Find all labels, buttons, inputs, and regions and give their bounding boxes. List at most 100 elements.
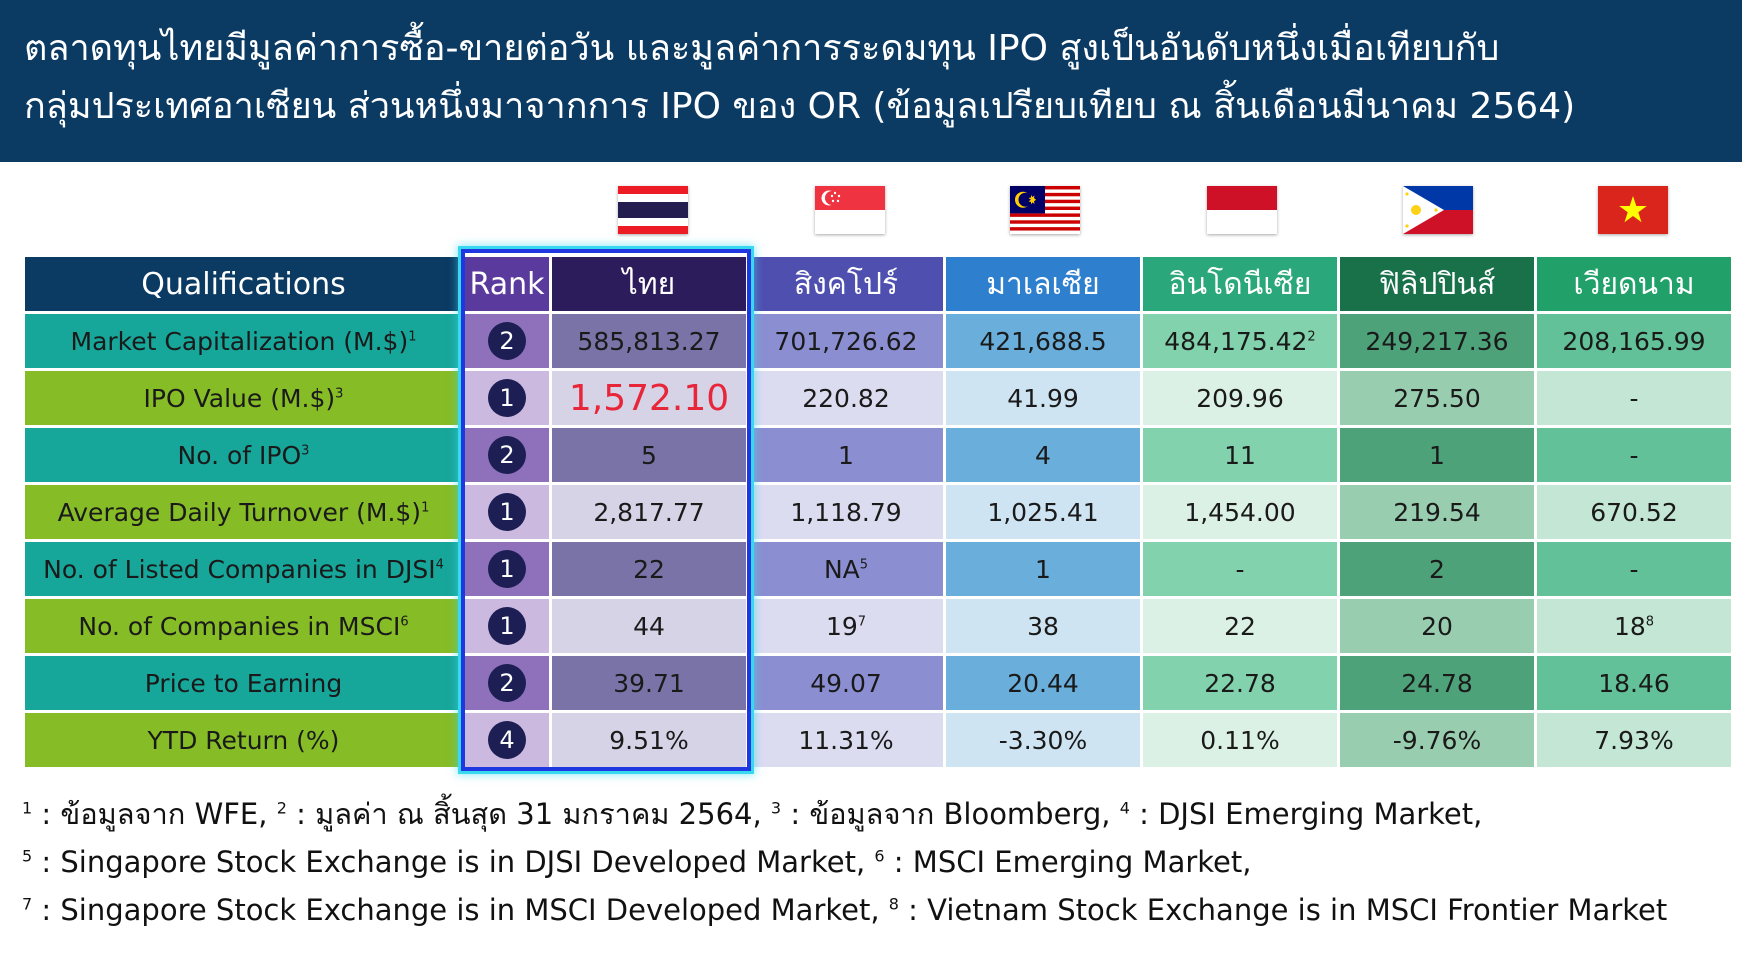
table-body: Market Capitalization (M.$)1 2 585,813.27 7… (25, 314, 1731, 767)
cell-vietnam: - (1537, 371, 1731, 425)
rank-badge: 1 (488, 607, 526, 645)
header-rank: Rank (465, 257, 549, 311)
cell-malaysia: 41.99 (946, 371, 1140, 425)
cell-thai: 5 (552, 428, 746, 482)
title-banner: ตลาดทุนไทยมีมูลค่าการซื้อ-ขายต่อวัน และม… (0, 0, 1742, 162)
cell-indonesia: 484,175.422 (1143, 314, 1337, 368)
cell-indonesia: - (1143, 542, 1337, 596)
cell-singapore: 1,118.79 (749, 485, 943, 539)
rank-badge: 2 (488, 664, 526, 702)
rank-badge: 2 (488, 436, 526, 474)
rank-badge: 2 (488, 322, 526, 360)
row-label: Price to Earning (25, 656, 462, 710)
cell-malaysia: 4 (946, 428, 1140, 482)
cell-thai: 44 (552, 599, 746, 653)
row-label: No. of Companies in MSCI6 (25, 599, 462, 653)
rank-badge: 1 (488, 379, 526, 417)
cell-indonesia: 0.11% (1143, 713, 1337, 767)
cell-indonesia: 1,454.00 (1143, 485, 1337, 539)
malaysia-flag-icon (1010, 186, 1080, 234)
header-vietnam: เวียดนาม (1537, 257, 1731, 311)
cell-malaysia: 20.44 (946, 656, 1140, 710)
cell-philippines: -9.76% (1340, 713, 1534, 767)
rank-cell: 2 (465, 314, 549, 368)
header-malaysia: มาเลเซีย (946, 257, 1140, 311)
rank-cell: 1 (465, 599, 549, 653)
table-row: No. of IPO3 2 5 1 4 11 1- (25, 428, 1731, 482)
cell-singapore: 1 (749, 428, 943, 482)
cell-philippines: 249,217.36 (1340, 314, 1534, 368)
rank-cell: 1 (465, 542, 549, 596)
cell-singapore: 197 (749, 599, 943, 653)
cell-vietnam: - (1537, 542, 1731, 596)
cell-singapore: 220.82 (749, 371, 943, 425)
cell-singapore: 49.07 (749, 656, 943, 710)
rank-cell: 1 (465, 485, 549, 539)
row-label: No. of IPO3 (25, 428, 462, 482)
cell-malaysia: 1,025.41 (946, 485, 1140, 539)
cell-singapore: NA5 (749, 542, 943, 596)
footnotes: 1 : ข้อมูลจาก WFE, 2 : มูลค่า ณ สิ้นสุด … (22, 790, 1732, 934)
cell-vietnam: 670.52 (1537, 485, 1731, 539)
header-philippines: ฟิลิปปินส์ (1340, 257, 1534, 311)
ipo-value-highlight: 1,572.10 (568, 377, 730, 419)
cell-indonesia: 22 (1143, 599, 1337, 653)
footnote-line: 1 : ข้อมูลจาก WFE, 2 : มูลค่า ณ สิ้นสุด … (22, 797, 1483, 831)
cell-philippines: 20 (1340, 599, 1534, 653)
table-row: No. of Companies in MSCI6 1 44 197 38 22 20 188 (25, 599, 1731, 653)
cell-vietnam: 208,165.99 (1537, 314, 1731, 368)
table-row: Market Capitalization (M.$)1 2 585,813.27 7… (25, 314, 1731, 368)
cell-philippines: 219.54 (1340, 485, 1534, 539)
rank-cell: 1 (465, 371, 549, 425)
vietnam-flag-icon (1598, 186, 1668, 234)
header-indonesia: อินโดนีเซีย (1143, 257, 1337, 311)
row-label: Average Daily Turnover (M.$)1 (25, 485, 462, 539)
table-row: IPO Value (M.$)3 1 1,572.10 220.82 41.99 209.… (25, 371, 1731, 425)
cell-vietnam: 18.46 (1537, 656, 1731, 710)
cell-indonesia: 209.96 (1143, 371, 1337, 425)
row-label: YTD Return (%) (25, 713, 462, 767)
table-header-row: Qualifications Rank ไทย สิงคโปร์ มาเลเซี… (25, 257, 1731, 311)
indonesia-flag-icon (1207, 186, 1277, 234)
cell-vietnam: - (1537, 428, 1731, 482)
cell-thai: 39.71 (552, 656, 746, 710)
thailand-flag-icon (618, 186, 688, 234)
table-row: Average Daily Turnover (M.$)1 1 2,817.77 1,… (25, 485, 1731, 539)
footnote-line: 7 : Singapore Stock Exchange is in MSCI … (22, 893, 1668, 927)
cell-philippines: 2 (1340, 542, 1534, 596)
cell-indonesia: 22.78 (1143, 656, 1337, 710)
cell-malaysia: 1 (946, 542, 1140, 596)
cell-thai: 2,817.77 (552, 485, 746, 539)
rank-cell: 2 (465, 656, 549, 710)
table-row: No. of Listed Companies in DJSI4 1 22 NA5 1-… (25, 542, 1731, 596)
cell-malaysia: -3.30% (946, 713, 1140, 767)
cell-thai: 22 (552, 542, 746, 596)
philippines-flag-icon (1403, 186, 1473, 234)
singapore-flag-icon (815, 186, 885, 234)
title-line-1: ตลาดทุนไทยมีมูลค่าการซื้อ-ขายต่อวัน และม… (24, 28, 1500, 69)
row-label: Market Capitalization (M.$)1 (25, 314, 462, 368)
rank-badge: 1 (488, 550, 526, 588)
cell-thai: 585,813.27 (552, 314, 746, 368)
flag-row (0, 186, 1742, 238)
rank-badge: 1 (488, 493, 526, 531)
cell-malaysia: 38 (946, 599, 1140, 653)
cell-singapore: 11.31% (749, 713, 943, 767)
cell-vietnam: 7.93% (1537, 713, 1731, 767)
row-label: No. of Listed Companies in DJSI4 (25, 542, 462, 596)
table-row: Price to Earning 2 39.71 49.07 20.44 22.78 24.… (25, 656, 1731, 710)
title-line-2: กลุ่มประเทศอาเซียน ส่วนหนึ่งมาจากการ IPO… (24, 86, 1576, 127)
cell-malaysia: 421,688.5 (946, 314, 1140, 368)
header-thai: ไทย (552, 257, 746, 311)
header-singapore: สิงคโปร์ (749, 257, 943, 311)
rank-cell: 2 (465, 428, 549, 482)
footnote-line: 5 : Singapore Stock Exchange is in DJSI … (22, 845, 1252, 879)
cell-vietnam: 188 (1537, 599, 1731, 653)
cell-philippines: 275.50 (1340, 371, 1534, 425)
rank-cell: 4 (465, 713, 549, 767)
cell-thai: 1,572.10 (552, 371, 746, 425)
cell-thai: 9.51% (552, 713, 746, 767)
table-row: YTD Return (%) 4 9.51% 11.31% -3.30% 0.11% -9.… (25, 713, 1731, 767)
cell-indonesia: 11 (1143, 428, 1337, 482)
comparison-table: Qualifications Rank ไทย สิงคโปร์ มาเลเซี… (22, 254, 1734, 770)
